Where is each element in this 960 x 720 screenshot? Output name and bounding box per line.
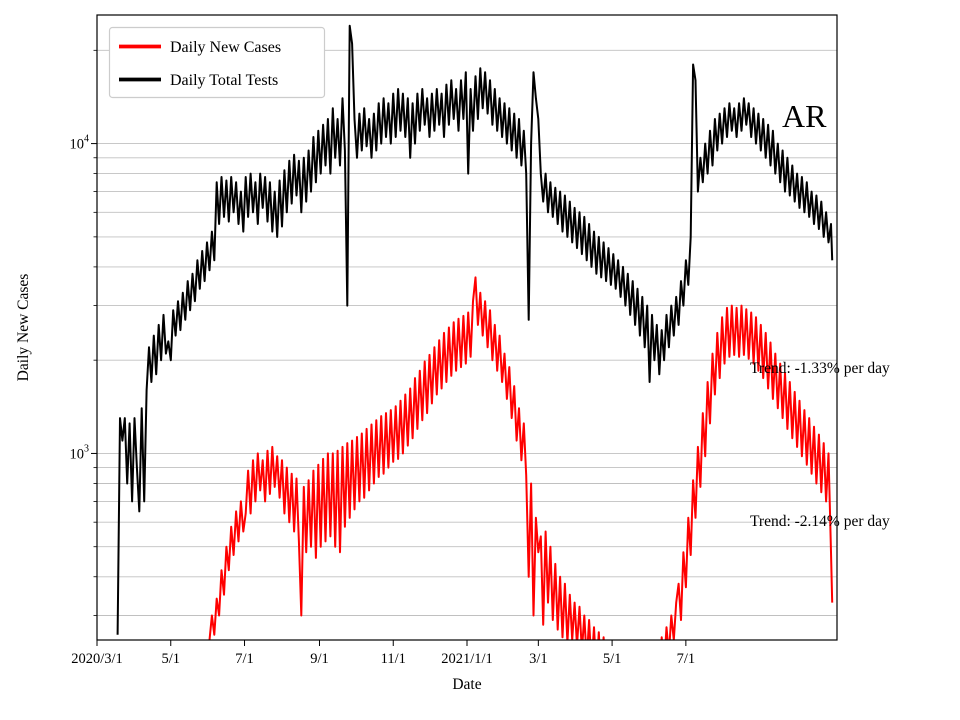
- x-tick-label: 7/1: [235, 651, 254, 667]
- x-axis-title: Date: [452, 676, 481, 693]
- x-tick-label: 5/1: [161, 651, 180, 667]
- y-axis-title: Daily New Cases: [15, 274, 32, 382]
- x-tick-label: 3/1: [529, 651, 548, 667]
- trend-annotation: Trend: -2.14% per day: [750, 513, 890, 530]
- x-axis: 2020/3/1 5/1 7/1 9/1 11/1 2021/1/1 3/1 5/1 7/1: [71, 640, 695, 667]
- series-daily-new-cases: [208, 276, 834, 640]
- x-tick-label: 5/1: [603, 651, 622, 667]
- x-tick-label: 9/1: [310, 651, 329, 667]
- y-tick-label: 104: [70, 134, 90, 153]
- trend-annotation: Trend: -1.33% per day: [750, 360, 890, 377]
- chart-title: AR: [782, 98, 827, 134]
- y-tick-label: 103: [70, 443, 90, 462]
- series-daily-total-tests: [116, 24, 834, 635]
- legend: Daily New Cases Daily Total Tests: [108, 26, 326, 99]
- x-tick-label: 2020/3/1: [71, 651, 123, 667]
- legend-label: Daily New Cases: [170, 39, 281, 56]
- x-tick-label: 11/1: [381, 651, 406, 667]
- legend-box: [108, 26, 326, 99]
- x-tick-label: 2021/1/1: [441, 651, 493, 667]
- x-tick-label: 7/1: [677, 651, 696, 667]
- legend-label: Daily Total Tests: [170, 72, 278, 89]
- y-axis: 103 104: [70, 49, 97, 616]
